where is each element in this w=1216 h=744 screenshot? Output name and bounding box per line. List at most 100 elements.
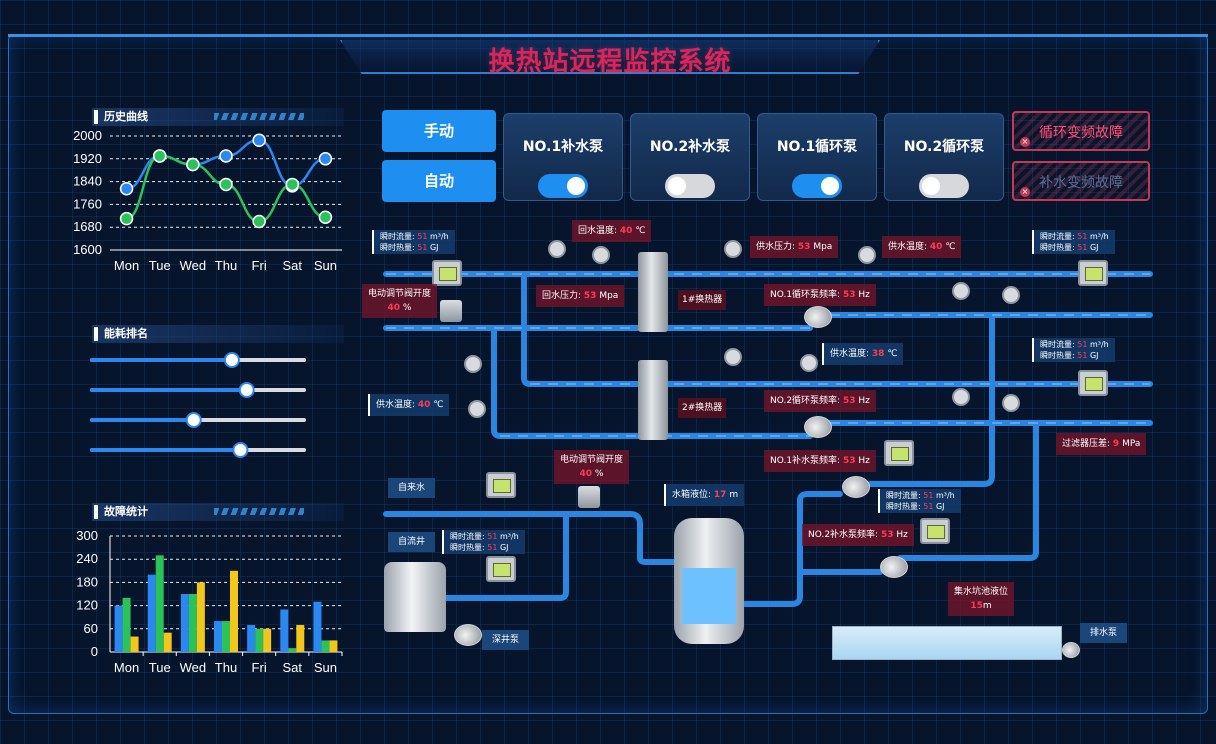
flow-label: 瞬时流量:: [380, 232, 415, 241]
drain-pump-icon[interactable]: [1062, 642, 1080, 658]
flow-value: 51: [487, 532, 498, 541]
bar: [255, 628, 264, 652]
heat-value: 51: [417, 243, 428, 252]
y-tick-label: 0: [91, 644, 98, 659]
data-point: [119, 211, 134, 226]
pump-toggle[interactable]: [665, 174, 715, 198]
bar: [321, 640, 330, 652]
value: 53: [583, 291, 597, 301]
bar: [263, 628, 272, 652]
pit-level-readout: 集水坑池液位 15m: [948, 582, 1015, 616]
bar: [329, 640, 338, 652]
unit: Hz: [858, 456, 870, 466]
pump-card-circ-2: NO.2循环泵: [884, 113, 1004, 201]
gauge-icon: [858, 246, 876, 264]
bar: [180, 594, 189, 652]
return-temp-readout: 回水温度: 40 ℃: [572, 220, 652, 242]
toggle-knob: [922, 177, 940, 195]
deep-well-pump-icon[interactable]: [454, 624, 482, 646]
auto-button[interactable]: 自动: [382, 160, 496, 202]
label: NO.1补水泵频率:: [770, 456, 841, 466]
drain-pump-button[interactable]: 排水泵: [1080, 623, 1128, 643]
pump-toggle[interactable]: [919, 174, 969, 198]
heat-unit: GJ: [935, 502, 945, 511]
bar: [130, 636, 139, 652]
bar: [280, 609, 289, 652]
x-tick-label: Tue: [149, 258, 171, 273]
x-tick-label: Fri: [252, 660, 267, 675]
data-point: [252, 214, 266, 229]
y-tick-label: 300: [76, 528, 98, 543]
flow-label: 瞬时流量:: [1040, 340, 1075, 349]
manual-button[interactable]: 手动: [382, 110, 496, 152]
heat-value: 51: [1077, 351, 1088, 360]
data-point: [318, 152, 333, 166]
supply-temp-mid-readout: 供水温度: 38 ℃: [822, 343, 904, 365]
makeup-pump-1-icon[interactable]: [842, 476, 870, 498]
value: 38: [871, 349, 885, 359]
control-valve-icon[interactable]: [578, 486, 600, 508]
label: 回水温度:: [578, 226, 618, 236]
unit: Hz: [858, 290, 870, 300]
pump-toggle[interactable]: [538, 174, 588, 198]
filter-pressure-readout: 过滤器压差: 9 MPa: [1056, 433, 1147, 455]
data-point: [119, 181, 134, 196]
flow-label: 瞬时流量:: [450, 532, 485, 541]
circ-pump2-freq-readout: NO.2循环泵频率: 53 Hz: [764, 390, 876, 412]
x-tick-label: Sun: [314, 660, 337, 675]
toggle-knob: [567, 177, 585, 195]
deep-well-pump-button[interactable]: 深井泵: [482, 630, 530, 650]
bar: [313, 601, 322, 652]
supply-temp-top-readout: 供水温度: 40 ℃: [882, 236, 962, 258]
flow-meter-mid-readout: 瞬时流量: 51 m³/h 瞬时热量: 51 GJ: [878, 489, 961, 513]
unit: m: [729, 490, 739, 500]
fault-x-icon: ×: [1020, 137, 1030, 147]
gauge-icon: [468, 400, 486, 418]
flow-meter-tr-readout: 瞬时流量: 51 m³/h 瞬时热量: 51 GJ: [1032, 230, 1115, 254]
bar: [114, 605, 123, 652]
label: NO.2补水泵频率:: [808, 530, 879, 540]
value: 53: [880, 530, 894, 540]
valve-top-readout: 电动调节阀开度 40 %: [362, 284, 438, 318]
makeup-pump-2-icon[interactable]: [880, 556, 908, 578]
circ-pump1-freq-readout: NO.1循环泵频率: 53 Hz: [764, 284, 876, 306]
page-title: 换热站远程监控系统: [488, 47, 732, 77]
heat-label: 瞬时热量:: [1040, 351, 1075, 360]
value: 15: [970, 601, 983, 611]
flow-unit: m³/h: [429, 232, 449, 241]
energy-panel-header: 能耗排名: [92, 325, 344, 343]
self-well-button[interactable]: 自流井: [388, 532, 436, 552]
label: 供水温度:: [888, 242, 928, 252]
toggle-knob: [821, 177, 839, 195]
label: 电动调节阀开度: [368, 289, 432, 299]
tank-level-readout: 水箱液位: 17 m: [664, 484, 745, 506]
circulation-pump-2-icon[interactable]: [804, 416, 832, 438]
tap-water-button[interactable]: 自来水: [388, 478, 436, 498]
flow-unit: m³/h: [1089, 340, 1109, 349]
heat-label: 瞬时热量:: [450, 543, 485, 552]
bar: [122, 597, 131, 652]
circulation-pump-1-icon[interactable]: [804, 306, 832, 328]
gauge-icon: [724, 348, 742, 366]
data-point: [252, 133, 266, 148]
heat-label: 瞬时热量:: [886, 502, 921, 511]
x-tick-label: Sun: [314, 258, 337, 273]
flow-meter-icon: [1078, 260, 1108, 286]
slider-thumb: [238, 382, 255, 398]
y-tick-label: 1680: [73, 219, 102, 234]
flow-meter-left-readout: 瞬时流量: 51 m³/h 瞬时热量: 51 GJ: [442, 530, 525, 554]
label: 供水温度:: [376, 400, 416, 410]
unit: Hz: [896, 530, 908, 540]
y-tick-label: 60: [84, 621, 98, 636]
fault-label: 补水变频故障: [1039, 175, 1123, 191]
unit: ℃: [635, 226, 646, 236]
pump-toggle[interactable]: [792, 174, 842, 198]
value: 40: [417, 400, 431, 410]
fault-x-icon: ×: [1020, 187, 1030, 197]
y-tick-label: 2000: [73, 128, 102, 143]
energy-sliders[interactable]: [86, 345, 316, 465]
x-tick-label: Mon: [114, 258, 139, 273]
control-valve-icon[interactable]: [440, 300, 462, 322]
gauge-icon: [952, 282, 970, 300]
